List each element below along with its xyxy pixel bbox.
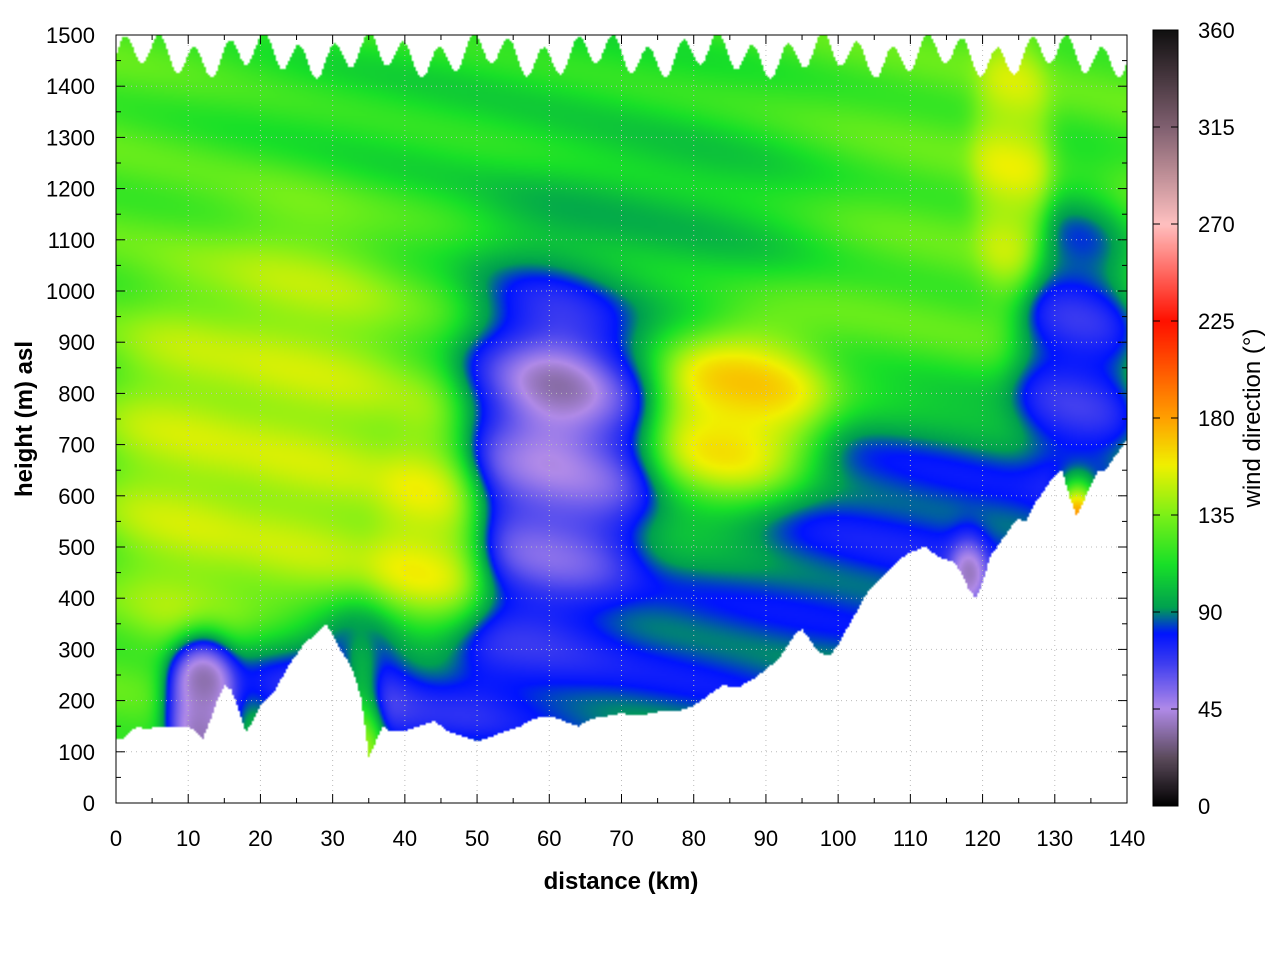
x-tick-label: 100 [820,826,857,851]
y-tick-label: 400 [58,586,95,611]
colorbar-tick-label: 180 [1198,406,1235,431]
colorbar-tick-label: 0 [1198,794,1210,819]
colorbar-tick-label: 135 [1198,503,1235,528]
x-tick-label: 120 [964,826,1001,851]
colorbar-title: wind direction (°) [1239,329,1266,509]
y-tick-label: 1500 [46,23,95,48]
colorbar-ticks: 0 45 90 135 180 225 270 315 360 [1153,18,1235,819]
y-tick-label: 1100 [48,228,95,253]
x-tick-label: 80 [681,826,705,851]
y-axis: 0 100 200 300 400 500 600 700 800 900 1000 1100 1200… [46,23,1127,816]
y-tick-label: 0 [83,791,95,816]
grid-lines [116,35,1127,803]
x-tick-label: 0 [110,826,122,851]
colorbar-tick-label: 225 [1198,309,1235,334]
y-tick-label: 300 [58,637,95,662]
colorbar-tick-label: 270 [1198,212,1235,237]
y-tick-label: 100 [58,740,95,765]
x-tick-label: 20 [248,826,272,851]
x-tick-label: 30 [320,826,344,851]
y-tick-label: 1200 [46,177,95,202]
y-tick-label: 800 [58,381,95,406]
x-axis-title: distance (km) [544,868,699,895]
x-tick-label: 60 [537,826,561,851]
x-tick-label: 90 [754,826,778,851]
colorbar-tick-label: 90 [1198,600,1222,625]
x-axis: 0 10 20 30 40 50 60 70 80 90 100 110 120 130 140 [110,35,1145,851]
x-tick-label: 140 [1109,826,1146,851]
x-tick-label: 130 [1036,826,1073,851]
y-tick-label: 1000 [46,279,95,304]
y-tick-label: 600 [58,484,95,509]
x-tick-label: 40 [393,826,417,851]
y-tick-label: 1400 [46,74,95,99]
y-tick-label: 500 [58,535,95,560]
colorbar-tick-label: 45 [1198,697,1222,722]
x-tick-label: 10 [176,826,200,851]
y-tick-label: 700 [58,433,95,458]
x-tick-label: 50 [465,826,489,851]
y-axis-title: height (m) asl [11,341,38,497]
x-tick-label: 70 [609,826,633,851]
y-tick-label: 200 [58,689,95,714]
x-tick-label: 110 [893,826,928,851]
colorbar-tick-label: 360 [1198,18,1235,43]
y-tick-label: 1300 [46,125,95,150]
colorbar: 0 45 90 135 180 225 270 315 360 wind direction (… [1152,18,1266,819]
y-tick-label: 900 [58,330,95,355]
colorbar-tick-label: 315 [1198,115,1235,140]
